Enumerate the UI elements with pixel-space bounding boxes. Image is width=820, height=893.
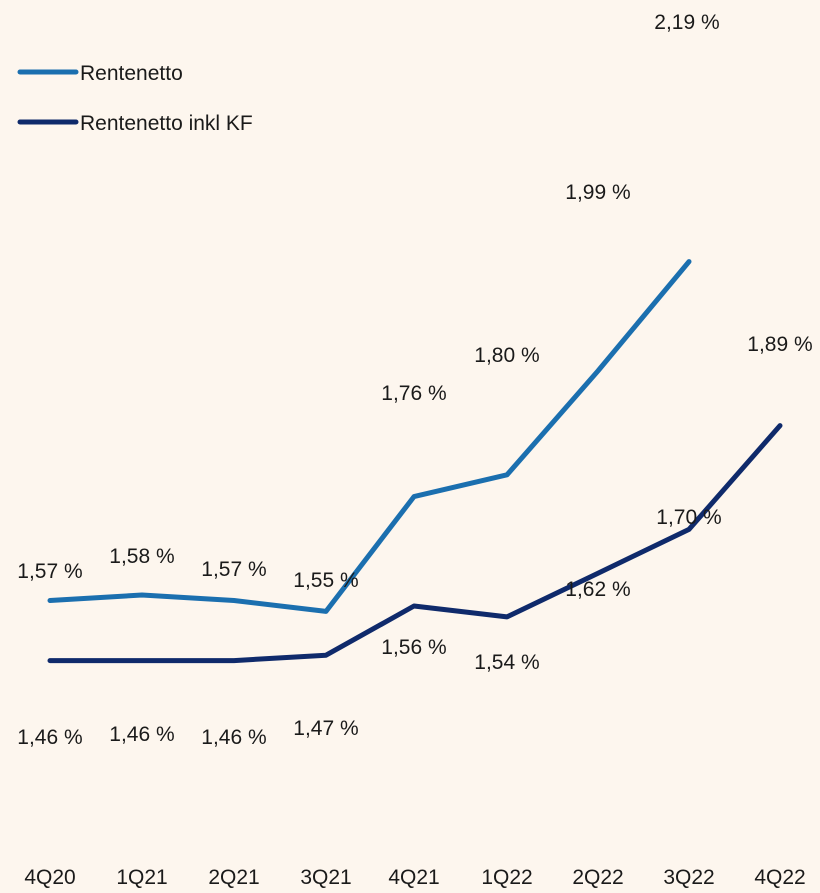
data-label-s0-0: 1,57 % <box>17 560 82 583</box>
data-label-s1-8: 1,89 % <box>747 333 812 356</box>
x-tick-label: 4Q21 <box>388 866 439 889</box>
data-label-s1-4: 1,56 % <box>381 636 446 659</box>
data-label-s1-1: 1,46 % <box>109 723 174 746</box>
data-label-s0-6: 1,99 % <box>565 181 630 204</box>
x-tick-label: 4Q20 <box>24 866 75 889</box>
data-labels: 1,57 % 1,58 % 1,57 % 1,55 % 1,76 % 1,80 % 1,99… <box>17 11 812 749</box>
data-label-s0-4: 1,76 % <box>381 382 446 405</box>
x-tick-label: 3Q22 <box>663 866 714 889</box>
legend-label-rentenetto-inkl-kf: Rentenetto inkl KF <box>80 112 253 135</box>
series-lines <box>47 259 783 664</box>
x-tick-label: 3Q21 <box>300 866 351 889</box>
data-label-s0-3: 1,55 % <box>293 569 358 592</box>
data-label-s0-7: 2,19 % <box>654 11 719 34</box>
data-label-s1-5: 1,54 % <box>474 651 539 674</box>
data-label-s1-3: 1,47 % <box>293 717 358 740</box>
x-tick-label: 1Q22 <box>481 866 532 889</box>
x-tick-label: 2Q21 <box>208 866 259 889</box>
data-label-s1-0: 1,46 % <box>17 726 82 749</box>
x-axis-ticks: 4Q20 1Q21 2Q21 3Q21 4Q21 1Q22 2Q22 3Q22 4Q22 <box>24 866 805 889</box>
data-label-s0-2: 1,57 % <box>201 558 266 581</box>
x-tick-label: 2Q22 <box>572 866 623 889</box>
data-label-s0-5: 1,80 % <box>474 344 539 367</box>
data-label-s1-2: 1,46 % <box>201 726 266 749</box>
legend: Rentenetto Rentenetto inkl KF <box>17 62 253 135</box>
legend-label-rentenetto: Rentenetto <box>80 62 183 85</box>
data-label-s1-6: 1,62 % <box>565 578 630 601</box>
data-label-s1-7: 1,70 % <box>656 506 721 529</box>
x-tick-label: 4Q22 <box>754 866 805 889</box>
data-label-s0-1: 1,58 % <box>109 545 174 568</box>
series-line-1 <box>47 423 783 664</box>
x-tick-label: 1Q21 <box>116 866 167 889</box>
series-line-0 <box>47 259 692 614</box>
